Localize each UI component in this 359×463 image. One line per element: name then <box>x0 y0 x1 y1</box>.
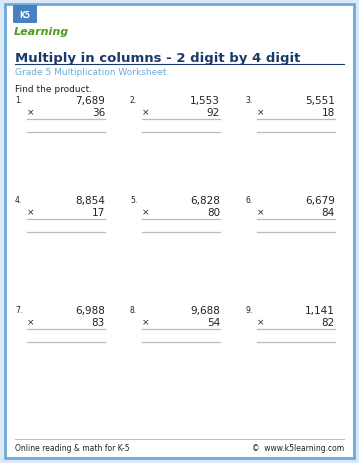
Text: ×: × <box>142 317 149 326</box>
Text: Online reading & math for K-5: Online reading & math for K-5 <box>15 443 130 452</box>
Text: ×: × <box>257 108 265 117</box>
Text: 1.: 1. <box>15 96 22 105</box>
Text: 6.: 6. <box>245 195 252 205</box>
FancyBboxPatch shape <box>13 6 37 24</box>
Text: 7.: 7. <box>15 305 22 314</box>
Text: 5,551: 5,551 <box>305 96 335 106</box>
Text: 5.: 5. <box>130 195 137 205</box>
Text: 17: 17 <box>92 207 105 218</box>
Text: Grade 5 Multiplication Worksheet: Grade 5 Multiplication Worksheet <box>15 68 167 77</box>
Text: 92: 92 <box>207 108 220 118</box>
Text: 9.: 9. <box>245 305 252 314</box>
Text: ×: × <box>142 108 149 117</box>
Text: ×: × <box>142 207 149 217</box>
Text: 2.: 2. <box>130 96 137 105</box>
Text: ©  www.k5learning.com: © www.k5learning.com <box>252 443 344 452</box>
Text: 6,828: 6,828 <box>190 195 220 206</box>
Text: 80: 80 <box>207 207 220 218</box>
Text: 36: 36 <box>92 108 105 118</box>
Text: 4.: 4. <box>15 195 22 205</box>
Text: 7,689: 7,689 <box>75 96 105 106</box>
Text: 1,141: 1,141 <box>305 305 335 315</box>
Text: ×: × <box>27 317 34 326</box>
Text: 9,688: 9,688 <box>190 305 220 315</box>
Text: 6,679: 6,679 <box>305 195 335 206</box>
Text: 18: 18 <box>322 108 335 118</box>
Text: 54: 54 <box>207 317 220 327</box>
Text: 8,854: 8,854 <box>75 195 105 206</box>
Text: 82: 82 <box>322 317 335 327</box>
Text: 3.: 3. <box>245 96 252 105</box>
Text: 1,553: 1,553 <box>190 96 220 106</box>
Text: Learning: Learning <box>14 27 69 37</box>
Text: 83: 83 <box>92 317 105 327</box>
Text: ×: × <box>257 317 265 326</box>
Text: 8.: 8. <box>130 305 137 314</box>
Text: ×: × <box>27 207 34 217</box>
Text: 6,988: 6,988 <box>75 305 105 315</box>
Text: Multiply in columns - 2 digit by 4 digit: Multiply in columns - 2 digit by 4 digit <box>15 52 300 65</box>
Text: ×: × <box>257 207 265 217</box>
Text: 84: 84 <box>322 207 335 218</box>
Text: ×: × <box>27 108 34 117</box>
FancyBboxPatch shape <box>5 5 354 458</box>
Text: K5: K5 <box>19 11 31 19</box>
Text: Find the product.: Find the product. <box>15 85 92 94</box>
